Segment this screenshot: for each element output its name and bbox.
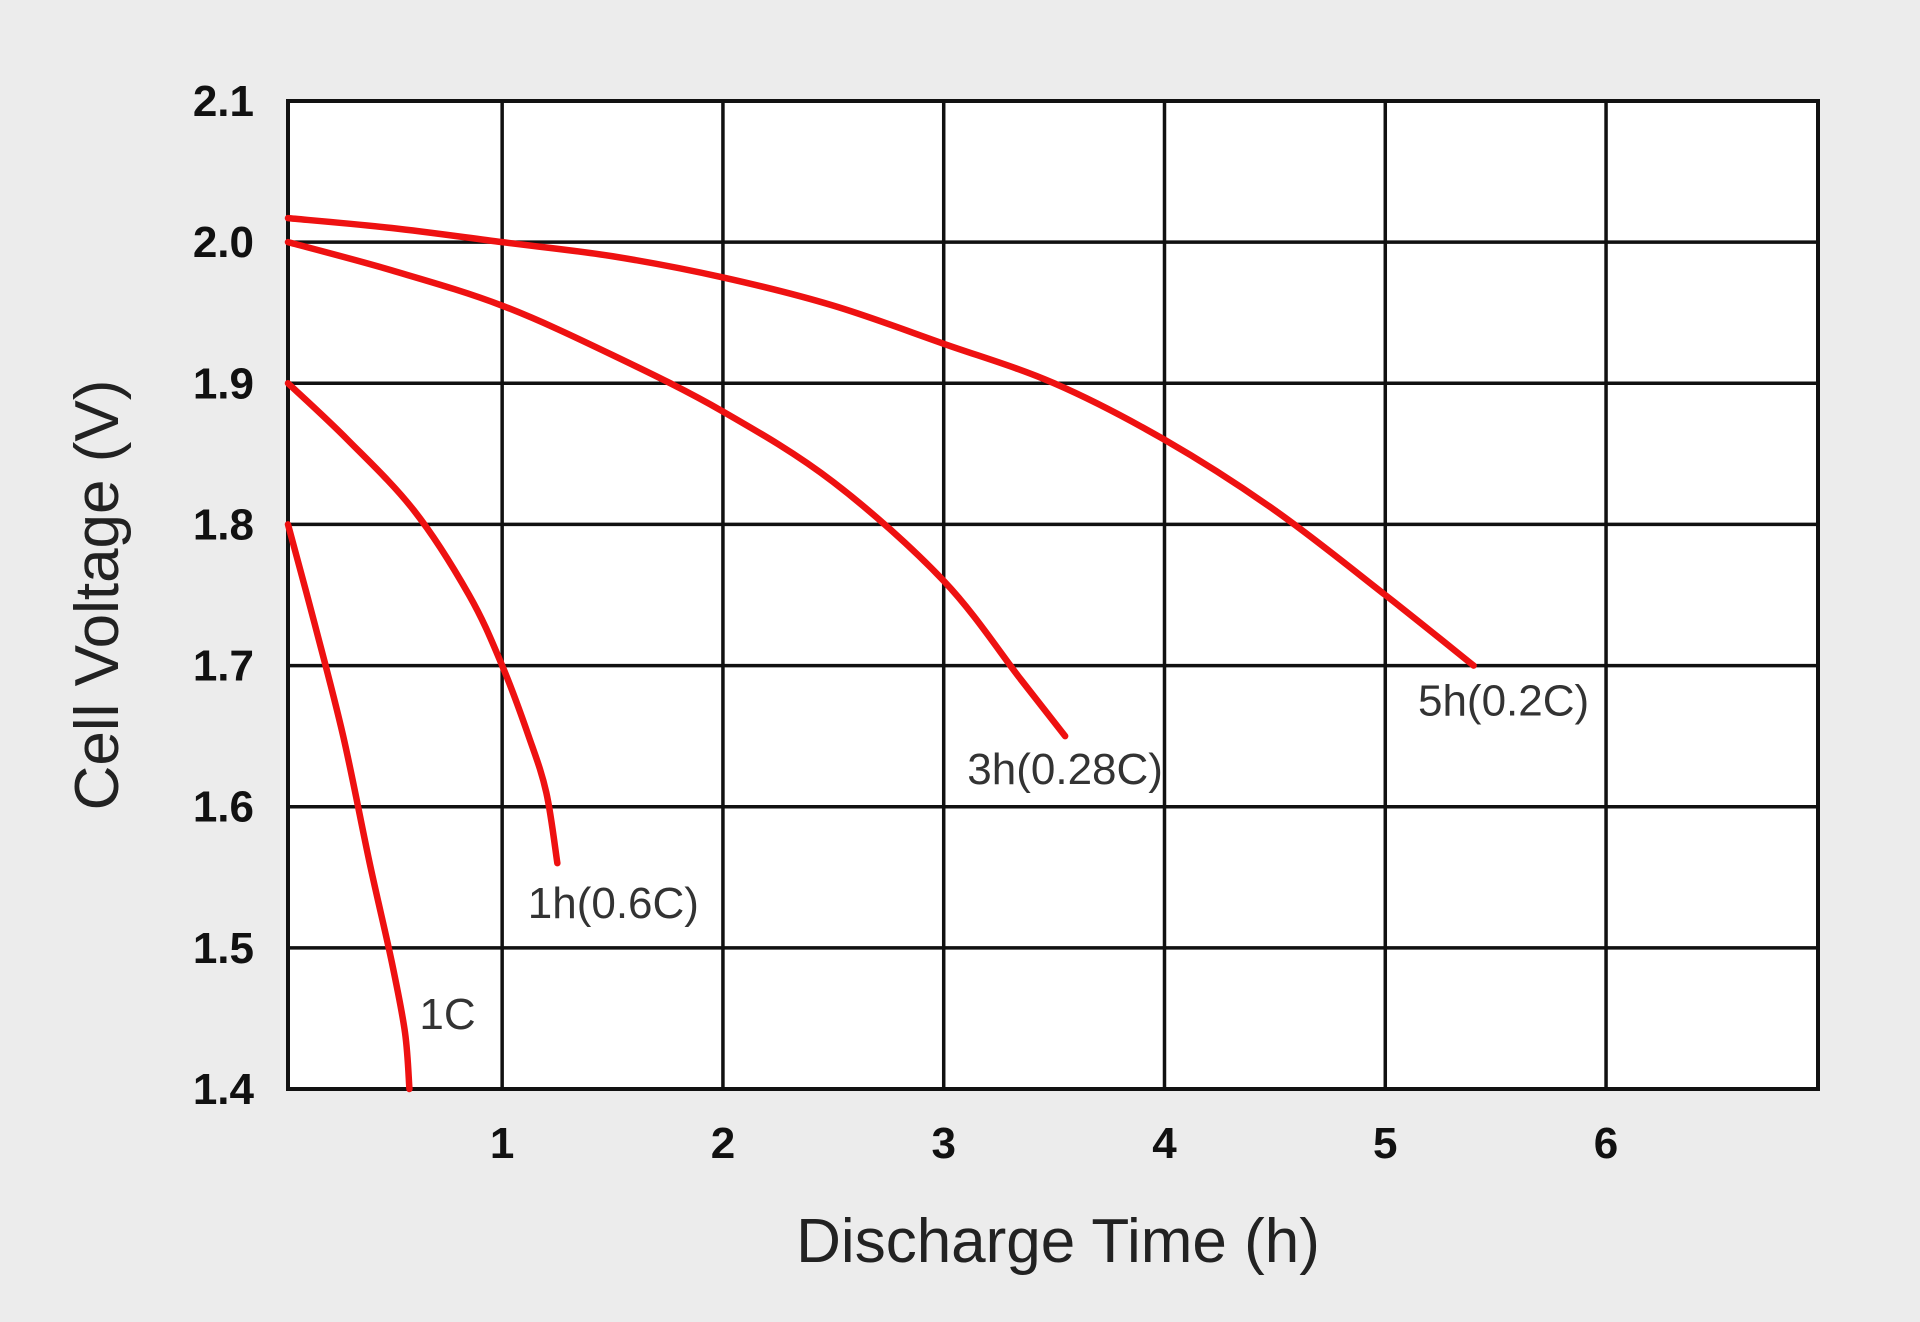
y-axis-title: Cell Voltage (V) <box>63 380 132 811</box>
y-tick-label: 2.1 <box>193 77 254 126</box>
tick-labels: 1.4 1.5 1.6 1.7 1.8 1.9 2.0 2.1 1 2 3 4 5 6 <box>193 77 1618 1168</box>
series-label-2: 3h(0.28C) <box>967 745 1163 794</box>
x-tick-label: 3 <box>931 1119 955 1168</box>
x-tick-label: 5 <box>1373 1119 1397 1168</box>
series-line-0 <box>284 521 413 1093</box>
x-axis-title: Discharge Time (h) <box>796 1207 1320 1276</box>
y-tick-label: 1.6 <box>193 783 254 832</box>
y-tick-label: 1.8 <box>193 500 254 549</box>
y-tick-label: 2.0 <box>193 218 254 267</box>
series-label-1: 1h(0.6C) <box>528 879 699 928</box>
x-tick-label: 1 <box>490 1119 514 1168</box>
plot-border <box>286 99 1820 1091</box>
series-label-3: 5h(0.2C) <box>1418 677 1589 726</box>
series-labels: 1C 1h(0.6C) 3h(0.28C) 5h(0.2C) <box>419 677 1589 1039</box>
plot-area <box>288 101 1818 1089</box>
series-lines <box>284 214 1477 1093</box>
y-tick-label: 1.4 <box>193 1065 255 1114</box>
series-label-0: 1C <box>419 990 475 1039</box>
x-tick-label: 4 <box>1152 1119 1177 1168</box>
y-tick-label: 1.7 <box>193 642 254 691</box>
series-line-3 <box>284 214 1477 669</box>
x-tick-label: 6 <box>1594 1119 1618 1168</box>
y-tick-label: 1.9 <box>193 359 254 408</box>
y-tick-label: 1.5 <box>193 924 254 973</box>
series-line-2 <box>284 238 1069 740</box>
series-line-1 <box>284 380 561 867</box>
x-tick-label: 2 <box>711 1119 735 1168</box>
